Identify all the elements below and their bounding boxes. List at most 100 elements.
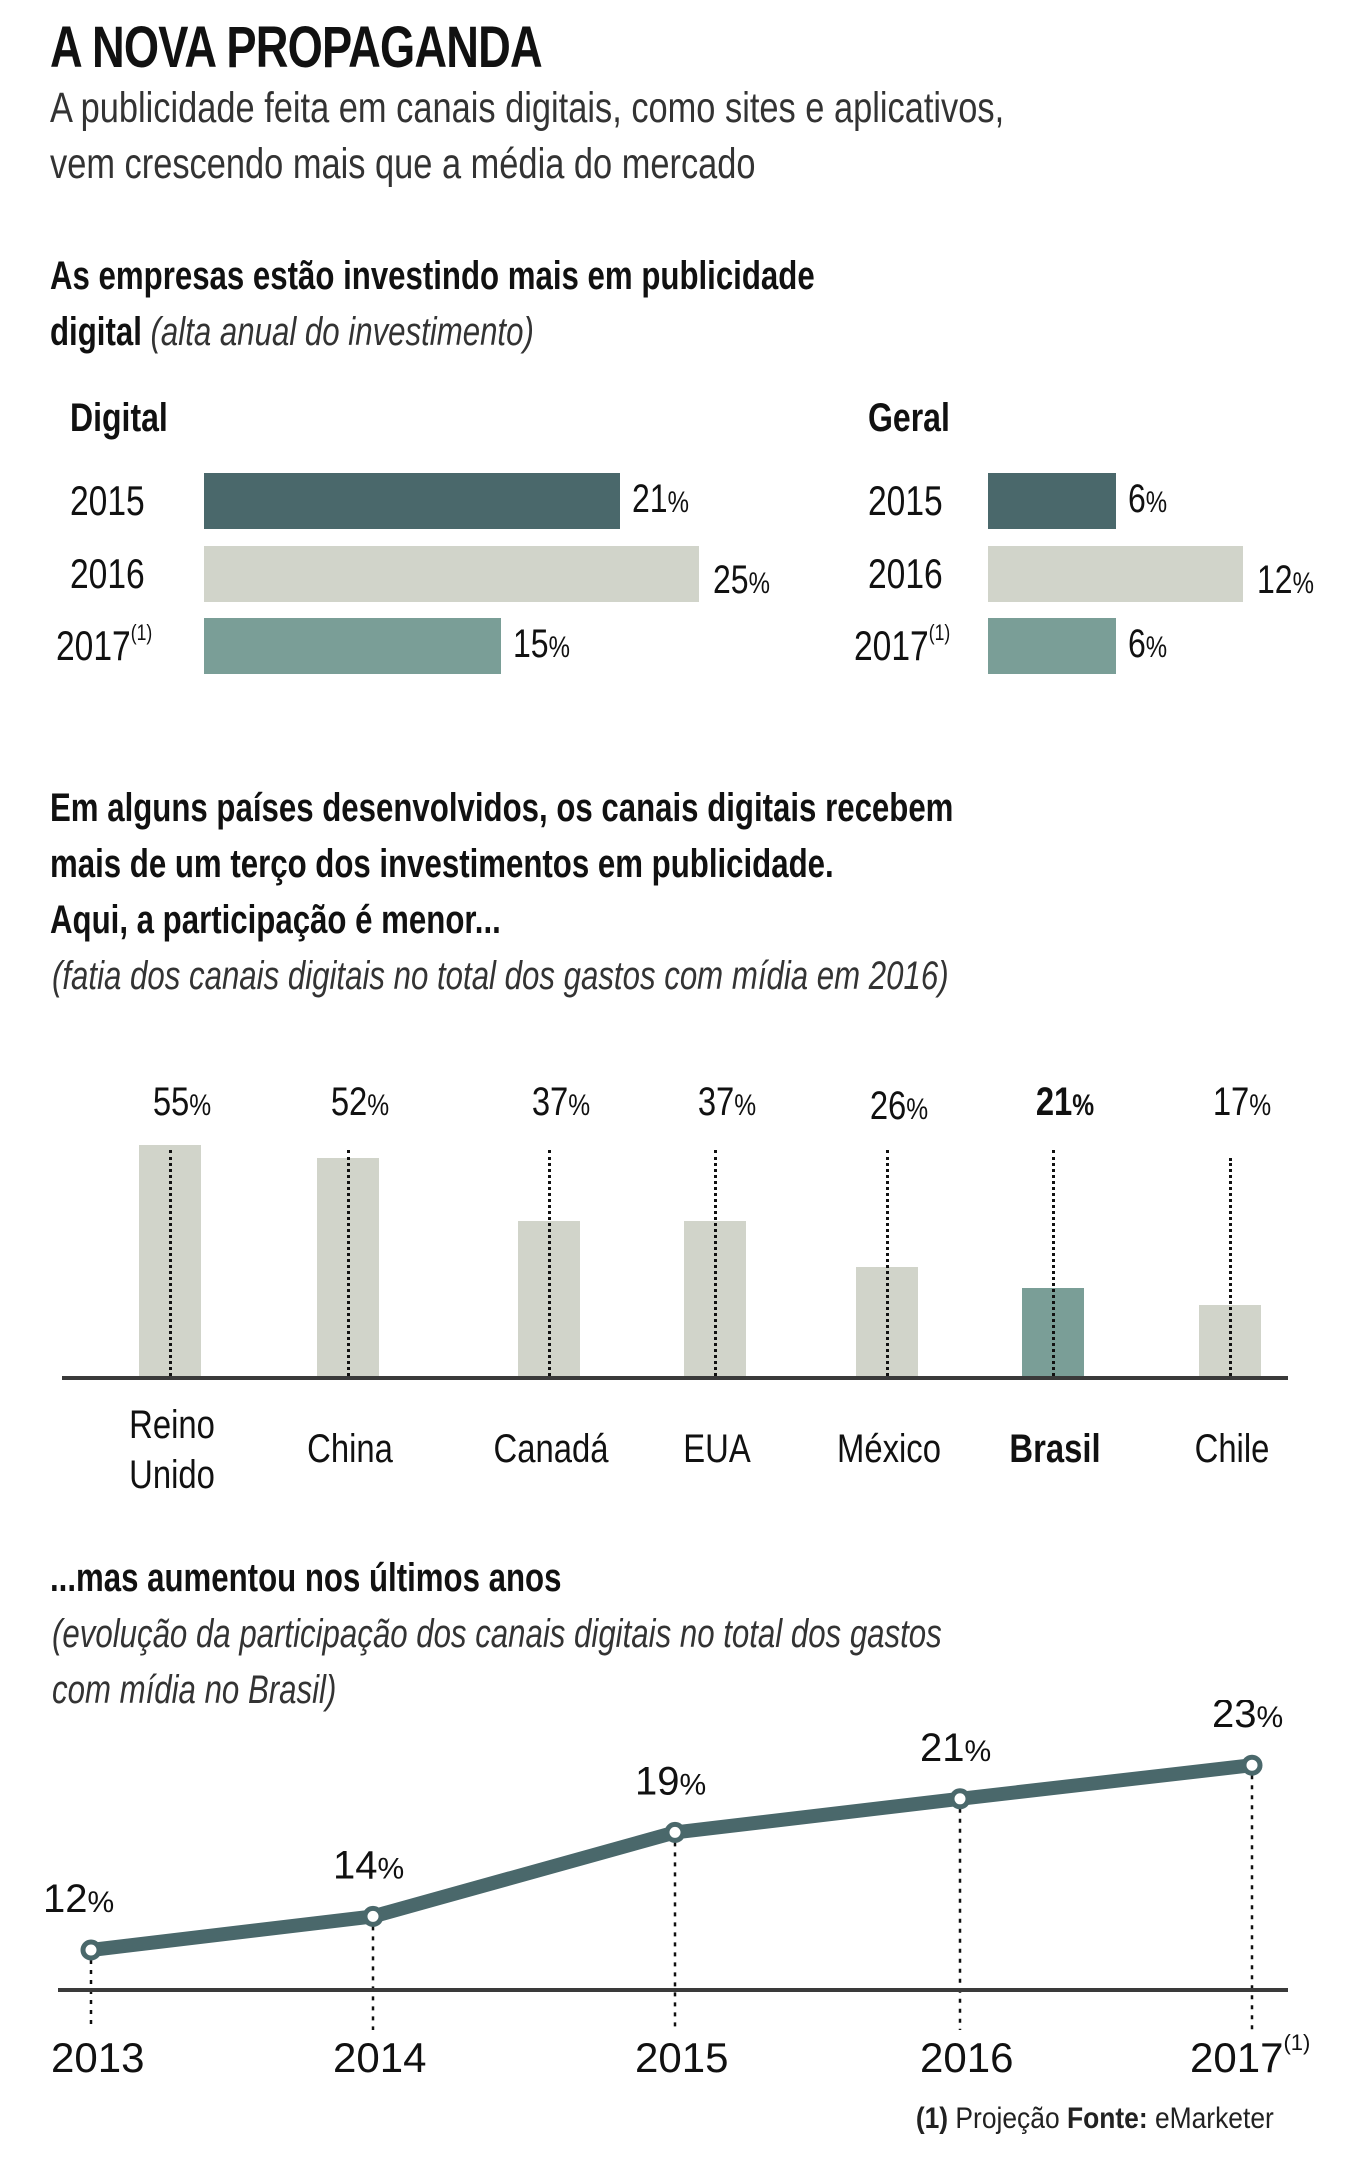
geral-value-label-unit: % bbox=[1292, 567, 1314, 600]
footnote-marker: (1) bbox=[916, 2102, 949, 2135]
country-value-label: 21% bbox=[1036, 1080, 1094, 1125]
line-chart-value-number: 21 bbox=[920, 1726, 965, 1770]
line-chart-point bbox=[1241, 1754, 1263, 1776]
line-chart-value-unit: % bbox=[88, 1886, 115, 1919]
line-chart-value-number: 23 bbox=[1212, 1700, 1257, 1736]
country-value-label-number: 37 bbox=[697, 1080, 735, 1124]
country-value-label-unit: % bbox=[1072, 1089, 1095, 1122]
country-leader-line bbox=[886, 1150, 889, 1376]
digital-bar bbox=[204, 618, 502, 674]
digital-value-label: 25% bbox=[713, 558, 770, 603]
country-leader-line bbox=[548, 1150, 551, 1376]
country-value-label-number: 55 bbox=[152, 1080, 190, 1124]
country-label-line: China bbox=[307, 1427, 393, 1471]
country-label: Chile bbox=[1195, 1424, 1270, 1474]
country-value-label-number: 37 bbox=[531, 1080, 569, 1124]
digital-value-label-number: 21 bbox=[632, 477, 668, 521]
digital-chart-title: Digital bbox=[70, 396, 168, 440]
country-label: Canadá bbox=[494, 1424, 609, 1474]
line-chart-value-unit: % bbox=[965, 1735, 992, 1768]
geral-year-text: 2015 bbox=[868, 477, 943, 524]
page-title: A NOVA PROPAGANDA bbox=[50, 15, 543, 80]
line-chart-year-text: 2014 bbox=[333, 2034, 426, 2081]
digital-value-label-unit: % bbox=[667, 486, 689, 519]
line-chart-value-unit: % bbox=[1257, 1701, 1284, 1734]
footer: (1) Projeção Fonte: eMarketer bbox=[916, 2102, 1274, 2136]
geral-value-label: 6% bbox=[1128, 622, 1167, 667]
country-value-label: 37% bbox=[532, 1080, 590, 1125]
line-chart-year-text: 2016 bbox=[920, 2034, 1013, 2081]
geral-value-label-unit: % bbox=[1145, 486, 1167, 519]
line-chart-point bbox=[362, 1905, 384, 1927]
brazil-share-line-chart: 12%14%19%21%23%2013 2014 2015 2016 2017(1) bbox=[43, 1700, 1310, 2081]
line-chart-year-label: 2014 bbox=[333, 2034, 426, 2081]
geral-value-label-unit: % bbox=[1145, 631, 1167, 664]
geral-year-label: 2016 bbox=[868, 550, 943, 598]
geral-year-text: 2016 bbox=[868, 550, 943, 597]
digital-bar bbox=[204, 473, 620, 529]
country-label-line: México bbox=[837, 1427, 941, 1471]
line-chart-point bbox=[80, 1939, 102, 1961]
country-chart-axis bbox=[62, 1376, 1288, 1380]
country-value-label: 26% bbox=[870, 1084, 928, 1129]
geral-value-label-number: 12 bbox=[1257, 558, 1293, 602]
line-chart-value-label: 12% bbox=[43, 1877, 114, 1921]
digital-value-label-unit: % bbox=[748, 567, 771, 600]
country-value-label: 17% bbox=[1213, 1080, 1271, 1125]
digital-value-label: 21% bbox=[632, 477, 689, 522]
source-label: Fonte: bbox=[1067, 2102, 1148, 2135]
geral-year-text: 2017 bbox=[854, 622, 929, 669]
line-chart-year-footnote: (1) bbox=[1283, 2030, 1310, 2055]
country-value-label-number: 17 bbox=[1212, 1080, 1250, 1124]
country-leader-line bbox=[169, 1150, 172, 1376]
digital-year-label: 2015 bbox=[70, 477, 145, 525]
country-value-label-unit: % bbox=[189, 1089, 212, 1122]
section1-heading-line-2: digital (alta anual do investimento) bbox=[50, 310, 534, 355]
digital-value-label: 15% bbox=[513, 622, 570, 667]
line-chart-year-text: 2015 bbox=[635, 2034, 728, 2081]
digital-value-label-number: 15 bbox=[513, 622, 549, 666]
section3-italic-line-2: com mídia no Brasil) bbox=[52, 1668, 337, 1712]
country-leader-line bbox=[1229, 1158, 1232, 1376]
line-chart-value-number: 14 bbox=[333, 1843, 378, 1887]
section1-heading-italic: (alta anual do investimento) bbox=[150, 310, 534, 354]
line-chart-value-unit: % bbox=[378, 1852, 405, 1885]
digital-year-text: 2017 bbox=[56, 622, 131, 669]
country-label: EUA bbox=[683, 1424, 750, 1474]
country-value-label-unit: % bbox=[734, 1089, 757, 1122]
line-chart-value-label: 14% bbox=[333, 1843, 404, 1887]
subtitle-line-1: A publicidade feita em canais digitais, … bbox=[50, 84, 1005, 132]
country-value-label-number: 21 bbox=[1035, 1080, 1073, 1124]
digital-year-footnote: (1) bbox=[130, 620, 153, 645]
country-label-line: EUA bbox=[683, 1427, 751, 1471]
line-chart-year-label: 2015 bbox=[635, 2034, 728, 2081]
country-label-line: Canadá bbox=[493, 1427, 609, 1471]
country-leader-line bbox=[714, 1150, 717, 1376]
geral-bar bbox=[988, 546, 1243, 602]
geral-bar bbox=[988, 618, 1116, 674]
footnote-text: Projeção bbox=[955, 2102, 1060, 2135]
geral-bar bbox=[988, 473, 1116, 529]
country-label: China bbox=[307, 1424, 393, 1474]
line-chart-value-label: 19% bbox=[635, 1759, 706, 1803]
geral-value-label: 12% bbox=[1257, 558, 1314, 603]
country-label-line: Reino bbox=[129, 1403, 215, 1447]
country-leader-line bbox=[1052, 1150, 1055, 1376]
geral-chart-title: Geral bbox=[868, 396, 950, 440]
line-chart-year-label: 2017(1) bbox=[1190, 2030, 1310, 2081]
line-chart-value-unit: % bbox=[680, 1768, 707, 1801]
country-value-label-unit: % bbox=[367, 1089, 390, 1122]
geral-year-label: 2015 bbox=[868, 477, 943, 525]
line-chart-point bbox=[949, 1788, 971, 1810]
digital-year-text: 2015 bbox=[70, 477, 145, 524]
country-value-label-unit: % bbox=[1249, 1089, 1272, 1122]
section1-heading-bold: digital bbox=[50, 310, 142, 354]
line-chart-value-number: 19 bbox=[635, 1759, 680, 1803]
section2-italic-note: (fatia dos canais digitais no total dos … bbox=[52, 954, 949, 998]
section2-heading-line-2: mais de um terço dos investimentos em pu… bbox=[50, 842, 834, 886]
line-chart-value-label: 21% bbox=[920, 1726, 991, 1770]
section2-heading-line-1: Em alguns países desenvolvidos, os canai… bbox=[50, 786, 954, 830]
source-value: eMarketer bbox=[1155, 2102, 1274, 2135]
line-chart-value-number: 12 bbox=[43, 1877, 88, 1921]
line-chart-year-text: 2013 bbox=[51, 2034, 144, 2081]
